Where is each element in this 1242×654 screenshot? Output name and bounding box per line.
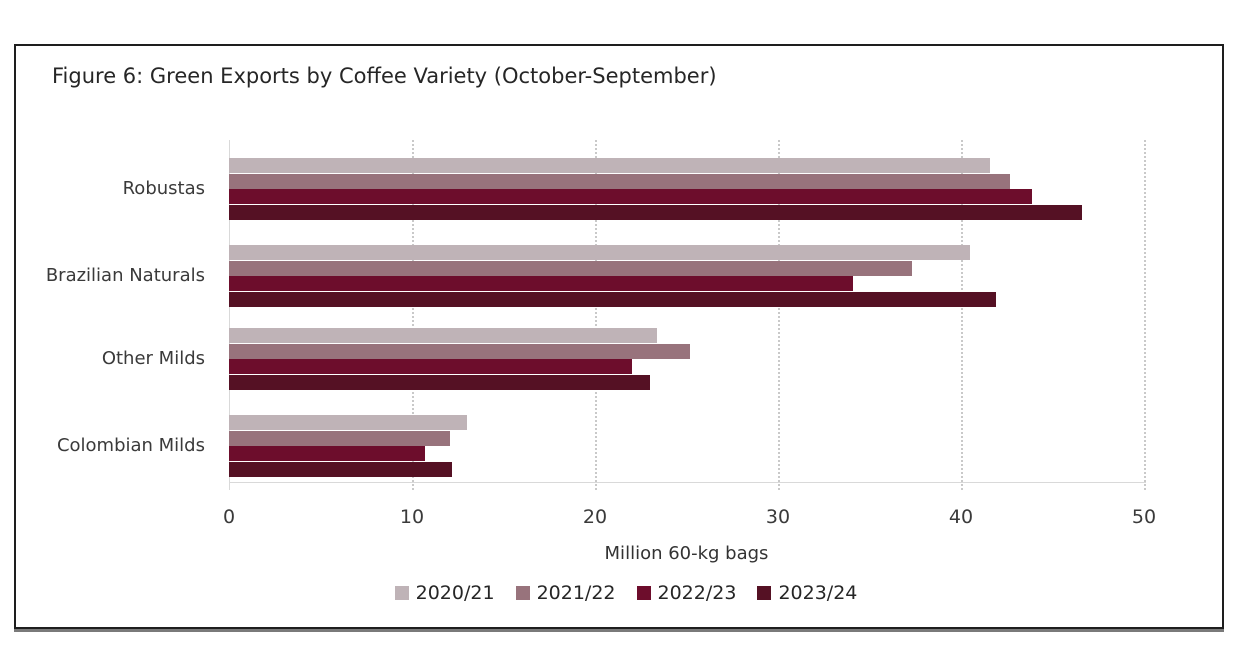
bar-brazilian-naturals-2020-21 <box>229 245 971 260</box>
bar-other-milds-2022-23 <box>229 359 632 374</box>
category-label-other-milds: Other Milds <box>101 348 205 369</box>
legend: 2020/21 2021/22 2022/23 2023/24 <box>0 582 1242 604</box>
legend-item-2023-24: 2023/24 <box>757 582 857 604</box>
legend-swatch-2021-22 <box>515 586 530 600</box>
category-label-brazilian-naturals: Brazilian Naturals <box>45 265 205 286</box>
bar-colombian-milds-2023-24 <box>229 461 453 477</box>
bar-colombian-milds-2020-21 <box>229 415 467 430</box>
x-axis-line <box>229 482 1146 483</box>
legend-label-2023-24: 2023/24 <box>778 582 858 604</box>
bar-other-milds-2020-21 <box>229 328 658 343</box>
chart-title: Figure 6: Green Exports by Coffee Variet… <box>52 64 717 88</box>
gridline-30 <box>778 140 780 490</box>
x-tick-label-10: 10 <box>399 506 425 528</box>
bar-brazilian-naturals-2023-24 <box>229 291 996 307</box>
bar-other-milds-2021-22 <box>229 343 691 359</box>
legend-item-2020-21: 2020/21 <box>394 582 495 604</box>
legend-label-2020-21: 2020/21 <box>415 582 495 604</box>
legend-item-2022-23: 2022/23 <box>636 582 737 604</box>
x-tick-label-20: 20 <box>582 506 608 528</box>
x-tick-label-0: 0 <box>222 506 236 528</box>
legend-swatch-2020-21 <box>394 586 409 600</box>
category-label-robustas: Robustas <box>122 178 205 199</box>
bar-robustas-2023-24 <box>229 204 1082 220</box>
bar-brazilian-naturals-2022-23 <box>229 276 853 291</box>
gridline-50 <box>1144 140 1146 490</box>
gridline-20 <box>595 140 597 490</box>
legend-label-2021-22: 2021/22 <box>536 582 616 604</box>
category-label-colombian-milds: Colombian Milds <box>56 435 205 456</box>
gridline-40 <box>961 140 963 490</box>
bar-other-milds-2023-24 <box>229 374 650 390</box>
bar-robustas-2022-23 <box>229 189 1033 204</box>
x-tick-label-40: 40 <box>948 506 974 528</box>
x-axis-label: Million 60-kg bags <box>604 543 769 564</box>
legend-swatch-2022-23 <box>636 586 651 600</box>
legend-label-2022-23: 2022/23 <box>657 582 737 604</box>
x-tick-label-30: 30 <box>765 506 791 528</box>
bar-robustas-2021-22 <box>229 173 1011 189</box>
bar-colombian-milds-2022-23 <box>229 446 425 461</box>
gridline-10 <box>412 140 414 490</box>
bar-brazilian-naturals-2021-22 <box>229 260 912 276</box>
y-axis-line <box>229 140 230 490</box>
bar-colombian-milds-2021-22 <box>229 430 451 446</box>
bar-robustas-2020-21 <box>229 158 991 173</box>
legend-swatch-2023-24 <box>757 586 772 600</box>
legend-item-2021-22: 2021/22 <box>515 582 616 604</box>
x-tick-label-50: 50 <box>1131 506 1157 528</box>
